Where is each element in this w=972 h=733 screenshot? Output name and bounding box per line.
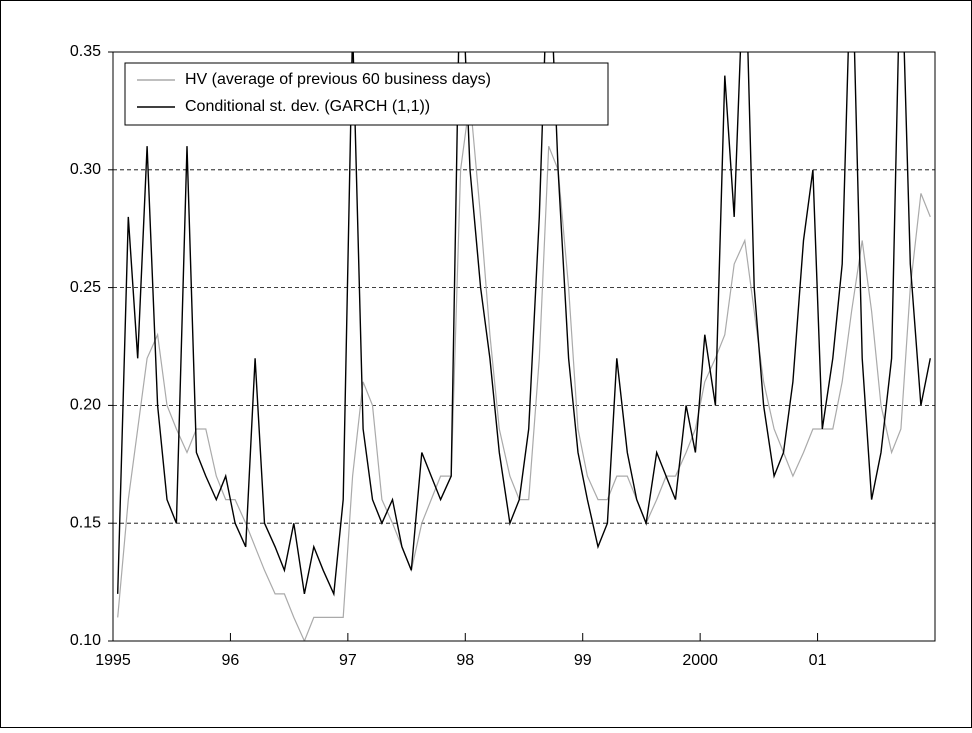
legend-box xyxy=(124,62,609,126)
y-tick-label: 0.20 xyxy=(70,397,101,414)
plot-lines xyxy=(117,52,931,641)
x-tick-label: 1995 xyxy=(95,652,131,669)
legend-label: Conditional st. dev. (GARCH (1,1)) xyxy=(185,98,430,115)
x-tick-label: 99 xyxy=(574,652,592,669)
y-tick-label: 0.25 xyxy=(70,279,101,296)
x-tick-label: 96 xyxy=(222,652,240,669)
x-tick-label: 01 xyxy=(809,652,827,669)
y-tick-label: 0.10 xyxy=(70,632,101,649)
x-tick-label: 2000 xyxy=(682,652,718,669)
series-line xyxy=(117,52,931,597)
series-line xyxy=(117,99,931,641)
x-tick-label: 98 xyxy=(456,652,474,669)
x-tick-label: 97 xyxy=(339,652,357,669)
y-tick-label: 0.35 xyxy=(70,43,101,60)
y-tick-label: 0.15 xyxy=(70,514,101,531)
y-tick-label: 0.30 xyxy=(70,161,101,178)
legend-label: HV (average of previous 60 business days… xyxy=(185,71,491,88)
plot-border xyxy=(112,51,936,642)
